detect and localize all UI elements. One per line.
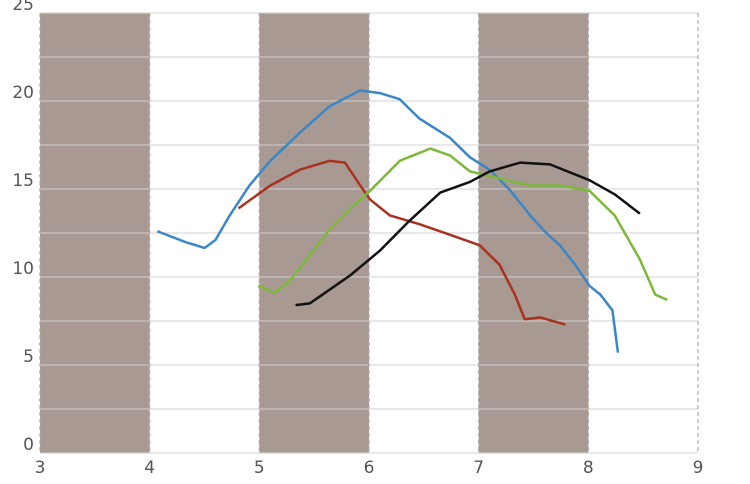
y-tick-label: 0 <box>23 435 34 455</box>
y-tick-label: 15 <box>12 171 34 191</box>
x-tick-label: 5 <box>254 458 265 478</box>
x-tick-label: 4 <box>144 458 155 478</box>
series-line <box>257 147 668 302</box>
y-tick-label: 5 <box>23 347 34 367</box>
series-line <box>237 159 566 326</box>
x-tick-label: 6 <box>364 458 375 478</box>
x-tick-label: 8 <box>583 458 594 478</box>
series-line <box>295 161 641 307</box>
x-tick-label: 7 <box>473 458 484 478</box>
series-line <box>156 89 620 353</box>
y-tick-label: 25 <box>12 0 34 15</box>
x-tick-label: 9 <box>693 458 704 478</box>
y-tick-label: 10 <box>12 259 34 279</box>
y-tick-label: 20 <box>12 83 34 103</box>
x-tick-label: 3 <box>35 458 46 478</box>
